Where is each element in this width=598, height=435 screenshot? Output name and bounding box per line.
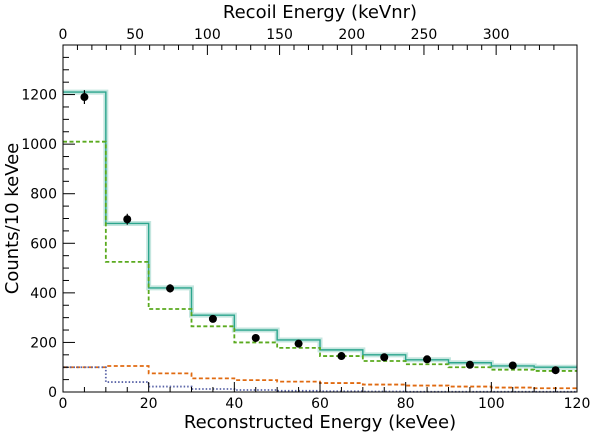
- data-point-4: [251, 333, 260, 342]
- data-point-3: [208, 314, 217, 323]
- data-point-2: [166, 284, 175, 293]
- y-tick-label-6: 1200: [21, 88, 57, 104]
- series-1-line: [63, 140, 577, 372]
- data-point-9: [465, 360, 474, 369]
- x-tick-label-0: 0: [59, 396, 68, 412]
- data-point-0: [80, 93, 89, 102]
- x-tick-label-3: 60: [311, 396, 329, 412]
- y-tick-label-3: 600: [30, 236, 57, 252]
- y-axis-title: Counts/10 keVee: [2, 143, 23, 294]
- x-tick-label-4: 80: [397, 396, 415, 412]
- x2-tick-label-6: 300: [483, 27, 510, 43]
- data-point-8: [423, 355, 432, 364]
- y-tick-label-0: 0: [48, 385, 57, 401]
- data-point-6: [337, 352, 346, 361]
- x2-tick-label-1: 50: [126, 27, 144, 43]
- y-tick-label-5: 1000: [21, 137, 57, 153]
- x-axis-title: Reconstructed Energy (keVee): [184, 412, 456, 433]
- data-point-11: [551, 366, 560, 375]
- x-tick-label-2: 40: [225, 396, 243, 412]
- x2-tick-label-4: 200: [338, 27, 365, 43]
- x2-axis-title: Recoil Energy (keVnr): [223, 2, 417, 23]
- y-tick-label-2: 400: [30, 286, 57, 302]
- x-tick-label-6: 120: [564, 396, 591, 412]
- data-point-7: [380, 353, 389, 362]
- x-tick-label-1: 20: [140, 396, 158, 412]
- x2-tick-label-5: 250: [411, 27, 438, 43]
- data-point-1: [123, 215, 132, 224]
- x2-tick-label-0: 0: [59, 27, 68, 43]
- y-tick-label-1: 200: [30, 335, 57, 351]
- data-point-5: [294, 339, 303, 348]
- x2-tick-label-3: 150: [266, 27, 293, 43]
- data-points-layer: [80, 90, 560, 375]
- y-tick-label-4: 800: [30, 187, 57, 203]
- data-point-10: [508, 361, 517, 370]
- x-tick-label-5: 100: [478, 396, 505, 412]
- x2-tick-label-2: 100: [194, 27, 221, 43]
